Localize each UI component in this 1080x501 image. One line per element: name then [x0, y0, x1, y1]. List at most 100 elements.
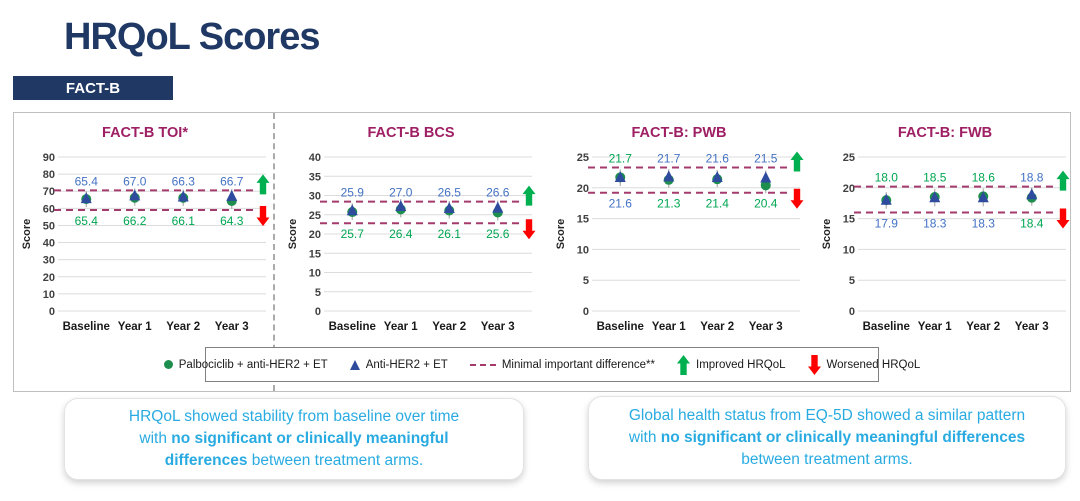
- callout-line: with no significant or clinically meanin…: [628, 429, 1026, 446]
- anti-her2-marker: [443, 201, 455, 213]
- y-tick-label: 25: [577, 152, 589, 164]
- data-label-bottom: 18.4: [1020, 216, 1044, 230]
- charts-panel: FACT-B TOI* 0 10 20 30 40 50 60 70 80 90 Score 65.4 6…: [13, 112, 1071, 392]
- improved-arrow-icon: [522, 185, 536, 206]
- data-label-top: 67.0: [123, 174, 147, 188]
- y-tick-label: 5: [315, 287, 321, 299]
- y-tick-label: 15: [309, 248, 321, 260]
- y-tick-label: 40: [43, 238, 55, 250]
- y-tick-label: 5: [849, 275, 855, 287]
- x-tick-label: Year 2: [432, 321, 466, 333]
- x-tick-label: Year 3: [215, 321, 249, 333]
- score-axis-label: Score: [555, 219, 567, 250]
- y-tick-label: 0: [583, 306, 589, 318]
- data-label-bottom: 21.6: [609, 197, 633, 211]
- y-tick-label: 40: [309, 152, 321, 164]
- callout-line: HRQoL showed stability from baseline ove…: [128, 408, 460, 425]
- palbociclib-circle-icon: [163, 360, 173, 369]
- callout-line: with no significant or clinically meanin…: [139, 430, 449, 447]
- worsened-arrow-icon: [807, 354, 821, 375]
- data-label-bottom: 25.7: [341, 227, 365, 241]
- legend-item: Anti-HER2 + ET: [349, 358, 448, 371]
- data-label-top: 21.7: [609, 151, 633, 165]
- y-tick-label: 0: [315, 306, 321, 318]
- anti-her2-marker: [346, 204, 358, 216]
- anti-her2-marker: [880, 193, 892, 205]
- y-tick-label: 60: [43, 203, 55, 215]
- chart-title: FACT-B BCS: [367, 125, 455, 141]
- x-tick-label: Year 2: [166, 321, 200, 333]
- callout-line: Global health status from EQ-5D showed a…: [628, 407, 1026, 424]
- data-label-bottom: 65.4: [75, 214, 99, 228]
- y-tick-label: 10: [43, 289, 55, 301]
- page-title: HRQoL Scores: [64, 16, 320, 58]
- score-axis-label: Score: [21, 219, 33, 250]
- data-label-top: 27.0: [389, 186, 413, 200]
- anti-her2-marker: [760, 171, 772, 183]
- y-tick-label: 35: [309, 171, 321, 183]
- y-tick-label: 10: [577, 244, 589, 256]
- chart-plot: 0 10 20 30 40 50 60 70 80 90 Score 65.4 65.4 Baseline…: [21, 152, 270, 333]
- anti-her2-marker: [177, 190, 189, 202]
- anti-her2-marker: [977, 191, 989, 203]
- data-label-bottom: 21.3: [657, 197, 681, 211]
- legend-label: Worsened HRQoL: [826, 358, 921, 371]
- y-tick-label: 5: [583, 275, 589, 287]
- data-label-bottom: 18.3: [972, 216, 996, 230]
- data-label-top: 66.3: [172, 174, 196, 188]
- data-label-bottom: 21.4: [706, 197, 730, 211]
- callout-hrqol-stability: HRQoL showed stability from baseline ove…: [64, 398, 524, 480]
- chart-plot: 0 5 10 15 20 25 30 35 40 Score 25.9 25.7 Baseline 27.…: [287, 152, 536, 333]
- legend-label: Anti-HER2 + ET: [365, 358, 448, 371]
- y-tick-label: 0: [849, 306, 855, 318]
- anti-her2-marker: [492, 201, 504, 213]
- chart-title: FACT-B TOI*: [102, 125, 188, 141]
- score-axis-label: Score: [821, 219, 833, 250]
- legend-item: Improved HRQoL: [677, 354, 786, 375]
- data-label-top: 21.5: [754, 151, 778, 165]
- legend-item: Palbociclib + anti-HER2 + ET: [163, 359, 328, 371]
- x-tick-label: Year 1: [118, 321, 152, 333]
- chart-fact-b-fwb: FACT-B: FWB 0 5 10 15 20 25 Score 18.0 17.9 Baseli…: [820, 119, 1070, 346]
- x-tick-label: Year 2: [966, 321, 1000, 333]
- y-tick-label: 20: [577, 183, 589, 195]
- x-tick-label: Baseline: [329, 321, 376, 333]
- worsened-arrow-icon: [790, 188, 804, 209]
- y-tick-label: 20: [43, 272, 55, 284]
- data-label-bottom: 66.1: [172, 214, 196, 228]
- data-label-bottom: 26.1: [438, 227, 462, 241]
- x-tick-label: Year 2: [700, 321, 734, 333]
- y-tick-label: 80: [43, 169, 55, 181]
- y-tick-label: 30: [43, 255, 55, 267]
- anti-her2-marker: [226, 189, 238, 201]
- x-tick-label: Year 1: [384, 321, 418, 333]
- improved-arrow-icon: [677, 354, 691, 375]
- anti-her2-marker: [395, 200, 407, 212]
- x-tick-label: Baseline: [597, 321, 644, 333]
- anti-her2-marker: [614, 170, 626, 182]
- anti-her2-marker: [663, 170, 675, 182]
- improved-arrow-icon: [1056, 170, 1070, 191]
- y-tick-label: 30: [309, 191, 321, 203]
- y-tick-label: 15: [843, 214, 855, 226]
- data-label-bottom: 17.9: [875, 216, 899, 230]
- score-axis-label: Score: [287, 219, 299, 250]
- y-tick-label: 50: [43, 220, 55, 232]
- section-badge-fact-b: FACT-B: [13, 76, 173, 100]
- y-tick-label: 90: [43, 152, 55, 164]
- data-label-bottom: 64.3: [220, 214, 244, 228]
- y-tick-label: 70: [43, 186, 55, 198]
- worsened-arrow-icon: [256, 206, 270, 227]
- anti-her2-triangle-icon: [349, 359, 360, 370]
- data-label-top: 18.5: [923, 171, 947, 185]
- improved-arrow-icon: [256, 174, 270, 195]
- callout-eq5d-pattern: Global health status from EQ-5D showed a…: [588, 396, 1066, 480]
- x-tick-label: Baseline: [63, 321, 110, 333]
- anti-her2-marker: [129, 189, 141, 201]
- chart-fact-b-toi: FACT-B TOI* 0 10 20 30 40 50 60 70 80 90 Score 65.4 6…: [20, 119, 270, 346]
- worsened-arrow-icon: [1056, 208, 1070, 229]
- legend-label: Minimal important difference**: [501, 358, 656, 371]
- data-label-bottom: 66.2: [123, 214, 147, 228]
- chart-plot: 0 5 10 15 20 25 Score 18.0 17.9 Baseline 18.5 18.3 Y…: [821, 152, 1070, 333]
